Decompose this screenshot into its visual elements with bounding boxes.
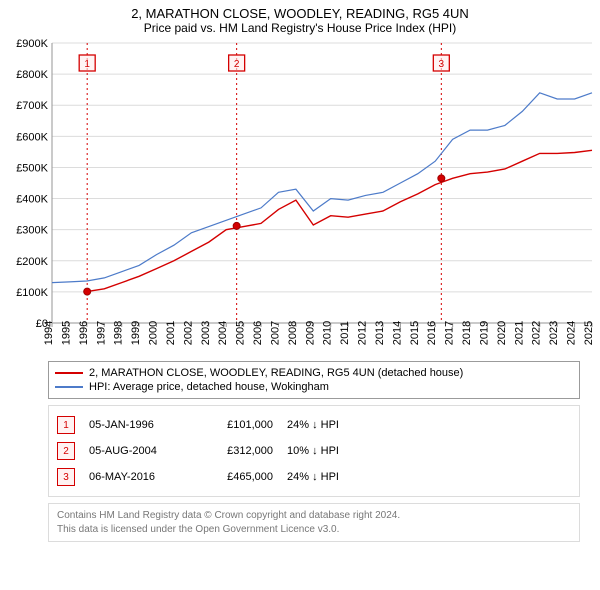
svg-text:£700K: £700K xyxy=(16,100,48,112)
footer-line: This data is licensed under the Open Gov… xyxy=(57,523,571,537)
svg-text:2017: 2017 xyxy=(444,321,456,345)
svg-text:£100K: £100K xyxy=(16,287,48,299)
svg-text:2011: 2011 xyxy=(339,321,351,345)
svg-text:£400K: £400K xyxy=(16,194,48,206)
svg-text:2002: 2002 xyxy=(182,321,194,345)
legend-item: HPI: Average price, detached house, Woki… xyxy=(55,380,573,394)
svg-text:1: 1 xyxy=(84,59,90,70)
events-table: 1 05-JAN-1996 £101,000 24% ↓ HPI 2 05-AU… xyxy=(48,405,580,497)
event-date: 05-AUG-2004 xyxy=(89,445,179,457)
svg-text:2001: 2001 xyxy=(165,321,177,345)
event-price: £312,000 xyxy=(193,445,273,457)
event-badge: 3 xyxy=(57,468,75,486)
svg-text:2016: 2016 xyxy=(426,321,438,345)
footer-line: Contains HM Land Registry data © Crown c… xyxy=(57,509,571,523)
svg-text:2021: 2021 xyxy=(513,321,525,345)
svg-text:2005: 2005 xyxy=(235,321,247,345)
event-price: £465,000 xyxy=(193,471,273,483)
svg-text:2008: 2008 xyxy=(287,321,299,345)
svg-text:£500K: £500K xyxy=(16,162,48,174)
svg-text:£900K: £900K xyxy=(16,39,48,50)
svg-text:1998: 1998 xyxy=(113,321,125,345)
chart-area: £0£100K£200K£300K£400K£500K£600K£700K£80… xyxy=(10,39,590,357)
chart-title-line1: 2, MARATHON CLOSE, WOODLEY, READING, RG5… xyxy=(10,6,590,21)
event-price: £101,000 xyxy=(193,419,273,431)
svg-text:2020: 2020 xyxy=(496,321,508,345)
svg-text:2018: 2018 xyxy=(461,321,473,345)
svg-text:£300K: £300K xyxy=(16,225,48,237)
event-delta: 24% ↓ HPI xyxy=(287,419,397,431)
svg-text:2025: 2025 xyxy=(583,321,595,345)
event-row: 2 05-AUG-2004 £312,000 10% ↓ HPI xyxy=(57,438,571,464)
svg-text:2: 2 xyxy=(234,59,240,70)
svg-text:2012: 2012 xyxy=(357,321,369,345)
legend-label: 2, MARATHON CLOSE, WOODLEY, READING, RG5… xyxy=(89,367,463,379)
svg-text:2013: 2013 xyxy=(374,321,386,345)
event-date: 05-JAN-1996 xyxy=(89,419,179,431)
chart-title-line2: Price paid vs. HM Land Registry's House … xyxy=(10,21,590,35)
event-badge: 1 xyxy=(57,416,75,434)
svg-text:2010: 2010 xyxy=(322,321,334,345)
event-badge: 2 xyxy=(57,442,75,460)
event-date: 06-MAY-2016 xyxy=(89,471,179,483)
legend: 2, MARATHON CLOSE, WOODLEY, READING, RG5… xyxy=(48,361,580,399)
svg-text:2022: 2022 xyxy=(531,321,543,345)
chart-svg: £0£100K£200K£300K£400K£500K£600K£700K£80… xyxy=(10,39,595,357)
svg-text:1994: 1994 xyxy=(43,321,55,345)
legend-item: 2, MARATHON CLOSE, WOODLEY, READING, RG5… xyxy=(55,366,573,380)
attribution-footer: Contains HM Land Registry data © Crown c… xyxy=(48,503,580,542)
svg-text:3: 3 xyxy=(439,59,445,70)
svg-text:2019: 2019 xyxy=(478,321,490,345)
svg-text:2006: 2006 xyxy=(252,321,264,345)
svg-text:1995: 1995 xyxy=(60,321,72,345)
svg-text:1999: 1999 xyxy=(130,321,142,345)
svg-text:2009: 2009 xyxy=(304,321,316,345)
svg-text:1996: 1996 xyxy=(78,321,90,345)
svg-text:2003: 2003 xyxy=(200,321,212,345)
svg-text:2014: 2014 xyxy=(391,321,403,345)
event-delta: 24% ↓ HPI xyxy=(287,471,397,483)
svg-text:1997: 1997 xyxy=(95,321,107,345)
event-row: 1 05-JAN-1996 £101,000 24% ↓ HPI xyxy=(57,412,571,438)
svg-text:£200K: £200K xyxy=(16,256,48,268)
event-row: 3 06-MAY-2016 £465,000 24% ↓ HPI xyxy=(57,464,571,490)
svg-text:£800K: £800K xyxy=(16,69,48,81)
svg-text:2004: 2004 xyxy=(217,321,229,345)
legend-label: HPI: Average price, detached house, Woki… xyxy=(89,381,329,393)
svg-text:2023: 2023 xyxy=(548,321,560,345)
legend-swatch xyxy=(55,372,83,374)
svg-text:2015: 2015 xyxy=(409,321,421,345)
svg-text:2007: 2007 xyxy=(269,321,281,345)
event-delta: 10% ↓ HPI xyxy=(287,445,397,457)
svg-text:£600K: £600K xyxy=(16,131,48,143)
svg-text:2024: 2024 xyxy=(566,321,578,345)
legend-swatch xyxy=(55,386,83,388)
svg-text:2000: 2000 xyxy=(148,321,160,345)
